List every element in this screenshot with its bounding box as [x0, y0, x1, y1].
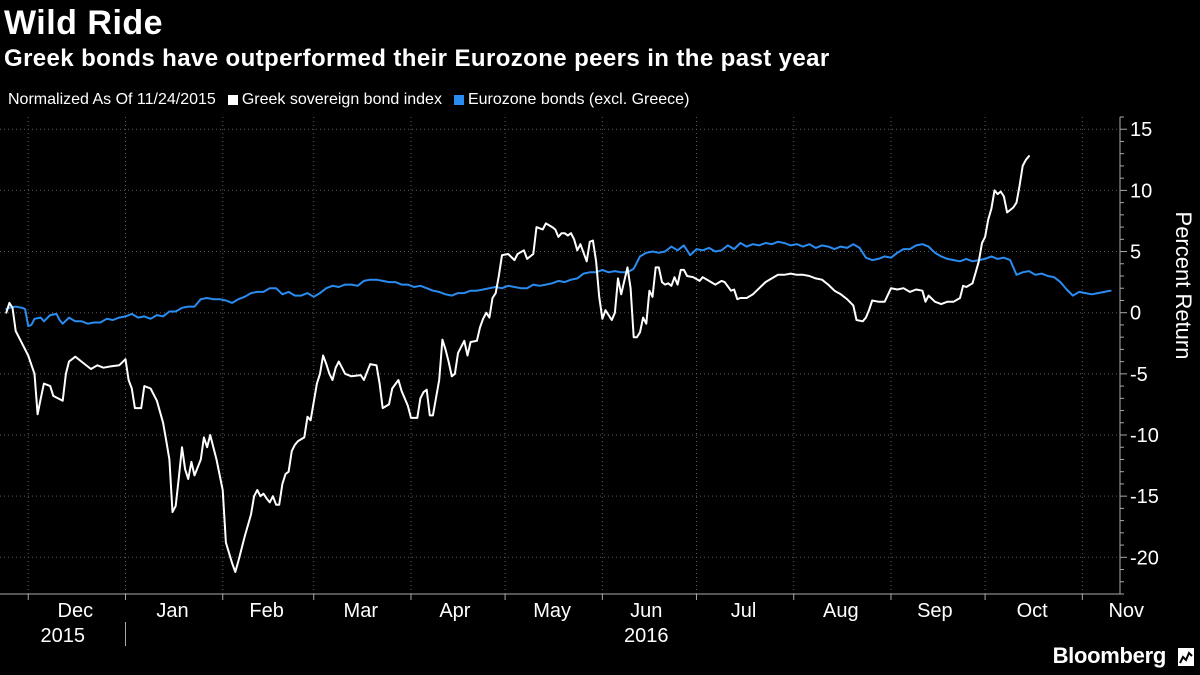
legend-swatch-greek: [227, 95, 238, 105]
x-tick-label-feb: Feb: [249, 600, 283, 622]
y-tick-label: 0: [1130, 303, 1141, 325]
legend-swatch-eurozone: [453, 95, 464, 105]
series-line-eurozone: [5, 240, 1112, 328]
x-tick-label-jan: Jan: [156, 600, 188, 622]
x-tick-label-apr: Apr: [439, 600, 470, 622]
x-tick-label-nov: Nov: [1108, 600, 1144, 622]
legend-item-eurozone: Eurozone bonds (excl. Greece): [453, 90, 690, 110]
bloomberg-logo: Bloomberg: [1052, 643, 1167, 668]
y-tick-label: 15: [1130, 119, 1152, 141]
chart-subtitle: Greek bonds have outperformed their Euro…: [4, 45, 830, 72]
x-tick-label-aug: Aug: [823, 600, 859, 622]
normalization-note: Normalized As Of 11/24/2015: [8, 91, 216, 108]
x-tick-label-jul: Jul: [731, 600, 757, 622]
x-tick-label-dec: Dec: [58, 600, 94, 622]
y-tick-label: -5: [1130, 364, 1148, 386]
y-tick-label: -10: [1130, 425, 1159, 447]
y-tick-label: 10: [1130, 180, 1152, 202]
chart-title: Wild Ride: [4, 4, 164, 42]
y-tick-label: -15: [1130, 486, 1159, 508]
y-tick-label: 5: [1130, 242, 1141, 264]
x-year-label-2016: 2016: [624, 625, 669, 647]
x-tick-label-may: May: [533, 600, 571, 622]
y-axis-title: Percent Return: [1171, 212, 1196, 360]
x-tick-label-sep: Sep: [917, 600, 953, 622]
legend-label-eurozone: Eurozone bonds (excl. Greece): [467, 91, 690, 108]
series-line-greek: [5, 155, 1030, 573]
x-year-label-2015: 2015: [40, 625, 85, 647]
legend-label-greek: Greek sovereign bond index: [241, 91, 442, 108]
chart-legend: Normalized As Of 11/24/2015 Greek sovere…: [8, 90, 701, 110]
bloomberg-mark-icon: [1178, 648, 1194, 666]
x-tick-label-oct: Oct: [1017, 600, 1049, 622]
x-tick-label-mar: Mar: [344, 600, 379, 622]
y-tick-label: -20: [1130, 547, 1159, 569]
legend-item-greek: Greek sovereign bond index: [227, 90, 442, 110]
x-tick-label-jun: Jun: [630, 600, 662, 622]
